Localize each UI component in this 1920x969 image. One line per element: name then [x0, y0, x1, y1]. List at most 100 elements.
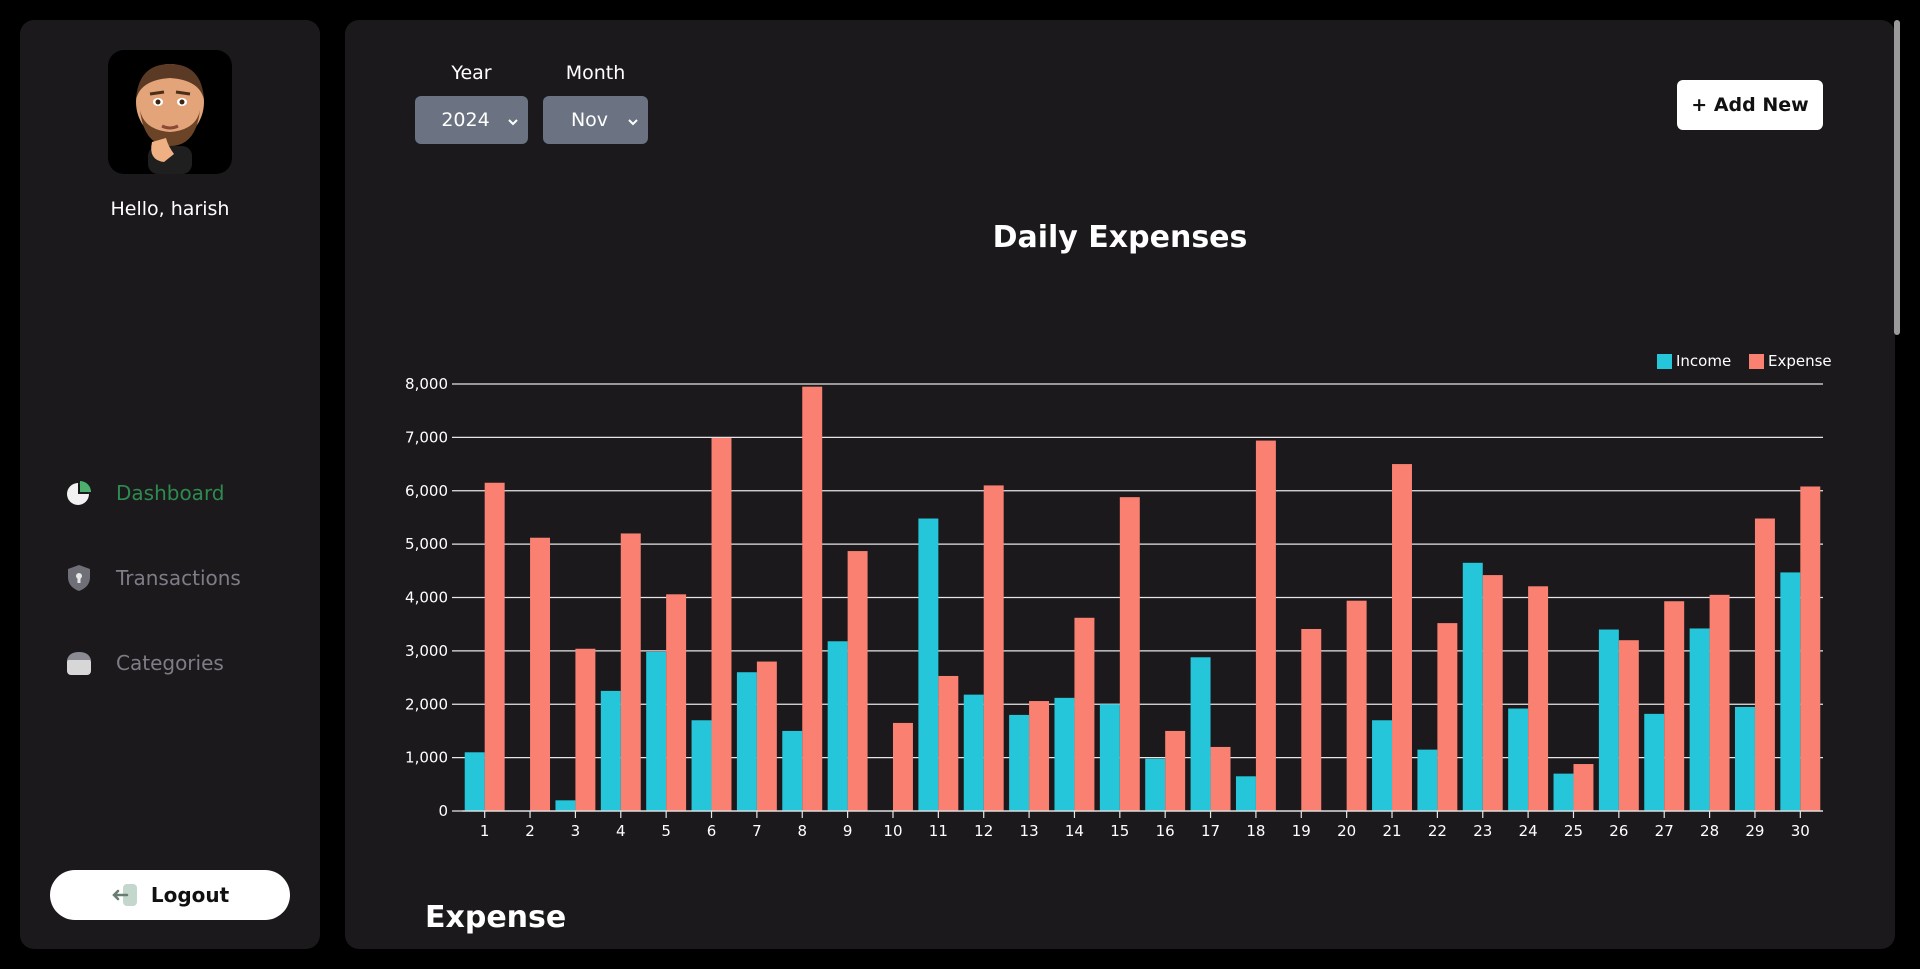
bar-expense [1573, 764, 1594, 811]
x-tick-label: 11 [929, 822, 948, 840]
bar-expense [1074, 617, 1095, 811]
bar-expense [484, 482, 505, 811]
chart-title: Daily Expenses [992, 220, 1248, 255]
bar-expense [1165, 730, 1186, 811]
bar-expense [802, 386, 823, 811]
bar-expense [983, 485, 1004, 811]
bar-income [963, 694, 984, 811]
bar-expense [938, 675, 959, 811]
bar-expense [1664, 601, 1685, 811]
y-tick-label: 3,000 [405, 642, 448, 660]
x-tick-label: 12 [974, 822, 993, 840]
bar-expense [1346, 600, 1367, 811]
sidebar-nav: Dashboard Transactions Categories [64, 450, 241, 705]
x-tick-label: 4 [616, 822, 626, 840]
month-select[interactable]: Nov [543, 96, 648, 144]
expense-section-title: Expense [425, 900, 567, 935]
x-tick-label: 25 [1564, 822, 1583, 840]
bar-income [1508, 708, 1529, 811]
bar-expense [1255, 440, 1276, 811]
y-tick-label: 1,000 [405, 749, 448, 767]
bar-income [691, 720, 712, 811]
bar-expense [1528, 586, 1549, 811]
x-tick-label: 1 [480, 822, 490, 840]
x-tick-label: 7 [752, 822, 762, 840]
add-new-button[interactable]: + Add New [1677, 80, 1823, 130]
year-label: Year [451, 62, 492, 84]
year-select[interactable]: 2024 [415, 96, 528, 144]
bar-expense [1210, 746, 1231, 811]
y-tick-label: 0 [438, 802, 448, 820]
main-panel: Year 2024 Month Nov + Add New Daily Expe… [345, 20, 1895, 949]
x-tick-label: 5 [661, 822, 671, 840]
sidebar-item-categories[interactable]: Categories [64, 620, 241, 705]
x-tick-label: 23 [1473, 822, 1492, 840]
bar-expense [1709, 594, 1730, 811]
bar-expense [620, 533, 641, 811]
x-tick-label: 30 [1791, 822, 1810, 840]
bar-expense [530, 537, 551, 811]
sidebar: Hello, harish Dashboard Transactions [20, 20, 320, 949]
month-label: Month [565, 62, 626, 84]
bar-income [1054, 697, 1075, 811]
bar-income [1145, 758, 1166, 811]
month-select-value: Nov [570, 109, 609, 131]
bar-income [1417, 749, 1438, 811]
bar-income [782, 730, 803, 811]
bar-income [1598, 629, 1619, 811]
x-tick-label: 21 [1382, 822, 1401, 840]
logout-icon [111, 883, 139, 907]
bar-income [1235, 776, 1256, 811]
bar-expense [1800, 486, 1821, 811]
x-tick-label: 8 [797, 822, 807, 840]
sidebar-item-dashboard[interactable]: Dashboard [64, 450, 241, 535]
bar-income [1689, 628, 1710, 811]
logout-label: Logout [150, 883, 230, 907]
bar-income [1734, 706, 1755, 811]
x-tick-label: 6 [707, 822, 717, 840]
chevron-down-icon [506, 112, 520, 134]
x-tick-label: 10 [883, 822, 902, 840]
bar-expense [1482, 575, 1503, 811]
bar-expense [756, 661, 777, 811]
y-tick-label: 6,000 [405, 482, 448, 500]
x-tick-label: 19 [1292, 822, 1311, 840]
x-tick-label: 9 [843, 822, 853, 840]
x-tick-label: 2 [525, 822, 535, 840]
bar-expense [575, 648, 596, 811]
x-tick-label: 27 [1655, 822, 1674, 840]
legend-swatch-income [1657, 354, 1672, 369]
bar-income [918, 518, 939, 811]
sidebar-item-label: Categories [116, 650, 224, 675]
year-select-value: 2024 [441, 109, 490, 131]
x-tick-label: 20 [1337, 822, 1356, 840]
bar-expense [666, 594, 687, 811]
bar-income [1644, 713, 1665, 811]
legend-label-income: Income [1676, 352, 1731, 370]
x-tick-label: 13 [1020, 822, 1039, 840]
chevron-down-icon [626, 112, 640, 134]
y-tick-label: 2,000 [405, 695, 448, 713]
bar-expense [1029, 701, 1050, 811]
bar-income [827, 641, 848, 811]
bar-income [1372, 720, 1393, 811]
x-tick-label: 15 [1110, 822, 1129, 840]
month-filter: Month Nov [543, 62, 648, 144]
bar-expense [711, 437, 732, 811]
box-icon [64, 648, 94, 678]
bar-expense [892, 722, 913, 811]
bar-income [1780, 572, 1801, 811]
y-tick-label: 5,000 [405, 535, 448, 553]
page-scrollbar[interactable] [1894, 20, 1900, 335]
bar-income [1553, 773, 1574, 811]
x-tick-label: 29 [1745, 822, 1764, 840]
bar-income [555, 800, 576, 811]
sidebar-item-transactions[interactable]: Transactions [64, 535, 241, 620]
x-tick-label: 26 [1609, 822, 1628, 840]
bar-income [1009, 714, 1030, 811]
avatar [108, 50, 232, 174]
legend-label-expense: Expense [1768, 352, 1832, 370]
greeting-text: Hello, harish [110, 198, 230, 220]
x-tick-label: 22 [1428, 822, 1447, 840]
logout-button[interactable]: Logout [50, 870, 290, 920]
